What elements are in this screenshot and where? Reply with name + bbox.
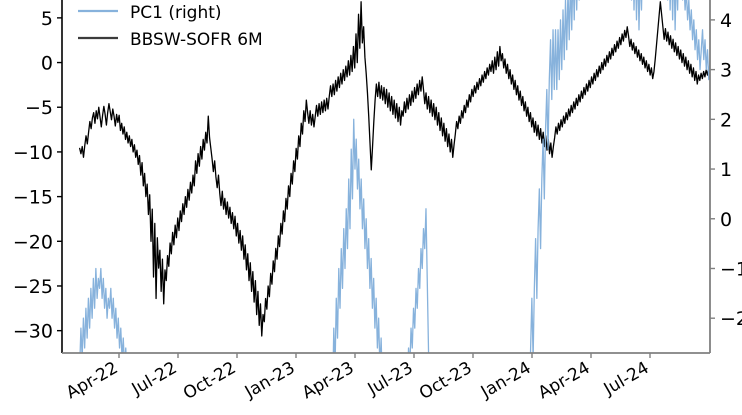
legend-label-bbsw-sofr: BBSW-SOFR 6M	[130, 30, 263, 50]
left-tick-label: −30	[13, 321, 53, 343]
left-tick-label: −15	[13, 187, 53, 209]
right-tick-label: 0	[720, 209, 732, 231]
left-tick-label: −25	[13, 276, 53, 298]
series-layer	[79, 0, 710, 353]
right-tick-label: −1	[720, 258, 742, 280]
axes-spines	[61, 0, 711, 354]
left-tick-label: −20	[13, 231, 53, 253]
left-tick-label: 0	[41, 53, 53, 75]
right-tick-label: 3	[720, 60, 732, 82]
left-axis-ticks: 5 0 −5 −10 −15 −20 −25 −30	[13, 8, 62, 343]
series-line-bbsw-sofr-6m	[79, 1, 710, 337]
left-tick-label: −5	[25, 97, 53, 119]
legend-label-pc1: PC1 (right)	[130, 3, 222, 23]
right-axis-ticks: −2 −1 0 1 2 3 4	[710, 10, 742, 330]
right-tick-label: 1	[720, 159, 732, 181]
right-tick-label: 2	[720, 109, 732, 131]
left-tick-label: −10	[13, 142, 53, 164]
chart-legend: PC1 (right) BBSW-SOFR 6M	[78, 3, 263, 50]
left-tick-label: 5	[41, 8, 53, 30]
right-tick-label: 4	[720, 10, 732, 32]
right-tick-label: −2	[720, 308, 742, 330]
